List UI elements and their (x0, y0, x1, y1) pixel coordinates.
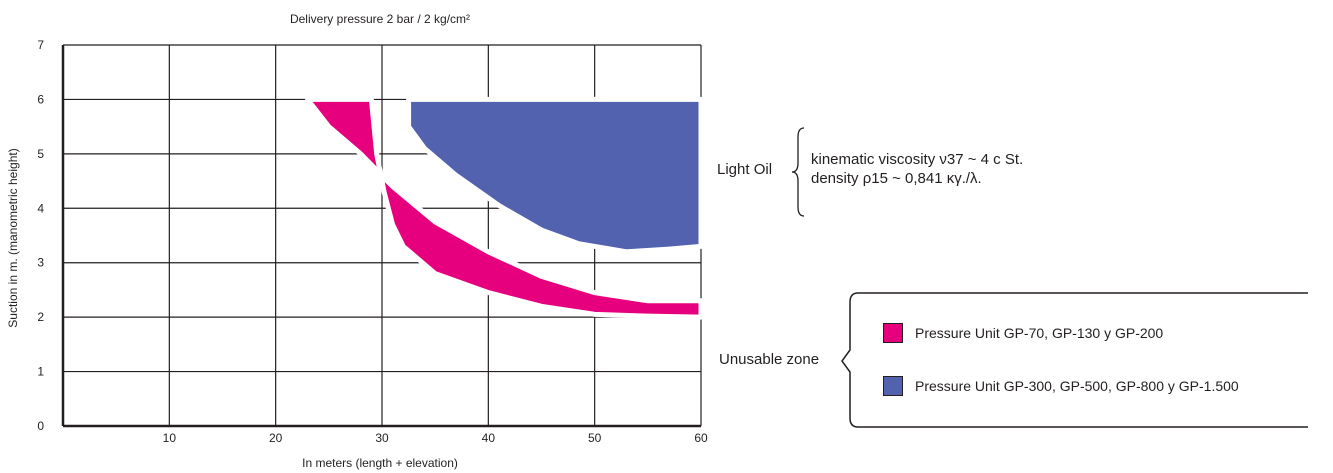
light-oil-brace (791, 127, 805, 217)
axes (61, 45, 701, 428)
y-tick-label-5: 5 (37, 147, 44, 161)
x-tick-label-60: 60 (694, 431, 708, 445)
y-tick-label-7: 7 (37, 38, 44, 52)
legend-swatch-gp300 (883, 376, 903, 396)
area-series-1 (305, 96, 704, 320)
tick-labels: 10 20 30 40 50 60 0 1 2 3 4 5 6 7 (37, 38, 708, 445)
light-oil-label: Light Oil (717, 161, 773, 178)
legend-item-gp70: Pressure Unit GP-70, GP-130 y GP-200 (883, 323, 1163, 343)
x-tick-label-10: 10 (163, 431, 177, 445)
x-tick-label-50: 50 (588, 431, 602, 445)
area-series-2 (406, 96, 704, 255)
x-tick-label-30: 30 (375, 431, 389, 445)
y-tick-label-4: 4 (37, 201, 44, 215)
legend-item-gp300: Pressure Unit GP-300, GP-500, GP-800 y G… (883, 376, 1239, 396)
data-areas (305, 96, 704, 320)
legend-swatch-gp70 (883, 323, 903, 343)
x-tick-label-20: 20 (269, 431, 283, 445)
x-tick-label-40: 40 (482, 431, 496, 445)
legend-bracket (841, 292, 1308, 428)
y-tick-label-6: 6 (37, 92, 44, 106)
legend-label-gp300: Pressure Unit GP-300, GP-500, GP-800 y G… (915, 378, 1239, 394)
y-tick-label-0: 0 (37, 419, 44, 433)
unusable-zone-label: Unusable zone (719, 351, 820, 368)
viscosity-note: kinematic viscosity ν37 ~ 4 c St. (811, 151, 1024, 168)
y-axis-label: Suction in m. (manometric height) (6, 148, 20, 327)
y-tick-label-1: 1 (37, 365, 44, 379)
y-tick-label-3: 3 (37, 256, 44, 270)
x-axis-label: In meters (length + elevation) (302, 456, 458, 470)
chart-title: Delivery pressure 2 bar / 2 kg/cm² (290, 12, 470, 26)
legend-label-gp70: Pressure Unit GP-70, GP-130 y GP-200 (915, 325, 1164, 341)
y-tick-label-2: 2 (37, 310, 44, 324)
density-note: density ρ15 ~ 0,841 κγ./λ. (811, 170, 982, 187)
